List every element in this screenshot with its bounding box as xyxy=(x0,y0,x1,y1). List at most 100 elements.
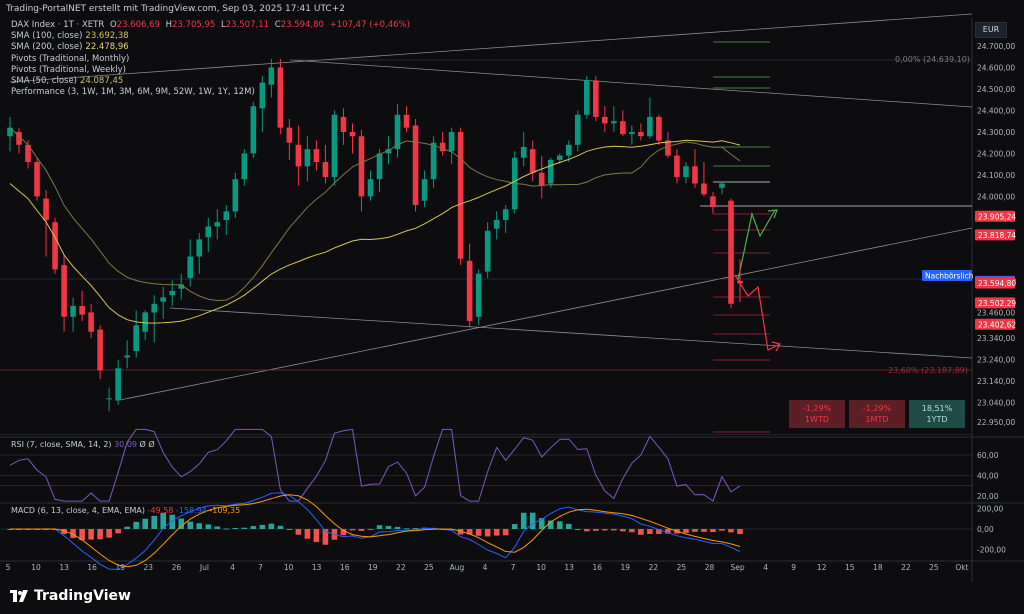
candle-body xyxy=(556,155,563,160)
price-tick-label: 23.240,00 xyxy=(977,356,1015,365)
macd-histogram-bar xyxy=(223,528,230,530)
sma200-line xyxy=(9,139,741,324)
macd-histogram-bar xyxy=(232,527,239,529)
time-tick-label: 25 xyxy=(677,563,687,572)
macd-histogram-bar xyxy=(349,529,356,531)
candle-body xyxy=(376,153,383,180)
macd-histogram-bar xyxy=(728,529,734,533)
time-tick-label: Okt xyxy=(955,563,968,572)
candle-body xyxy=(142,312,148,332)
macd-histogram-bar xyxy=(710,529,716,533)
macd-histogram-bar xyxy=(665,529,671,534)
performance-row[interactable]: Performance (3, 1W, 1M, 3M, 6M, 9M, 52W,… xyxy=(11,87,255,98)
time-tick-label: 19 xyxy=(621,563,631,572)
sma200-row[interactable]: SMA (200, close) 22.478,96 xyxy=(11,42,410,53)
candle-body xyxy=(61,265,67,317)
time-tick-label: 10 xyxy=(284,563,294,572)
candle-body xyxy=(412,125,419,205)
macd-histogram-bar xyxy=(70,529,76,539)
performance-pct: -1,29% xyxy=(862,404,892,413)
macd-histogram-bar xyxy=(737,529,743,535)
price-label-bg xyxy=(922,270,972,282)
candle-body xyxy=(520,146,527,158)
high-value: 23.705,95 xyxy=(172,20,216,30)
macd-histogram-bar xyxy=(520,512,527,529)
sma50-line xyxy=(9,127,741,302)
macd-histogram-bar xyxy=(259,524,266,529)
macd-histogram-bar xyxy=(106,529,112,538)
price-tick-label: 24.000,00 xyxy=(977,192,1015,201)
macd-histogram-bar xyxy=(295,529,302,535)
sma100-label: SMA (100, close) xyxy=(11,31,83,42)
candles-group[interactable] xyxy=(7,58,743,412)
open-label: O xyxy=(109,20,117,30)
rsi-pane[interactable]: 60,00 40,00 20,00 xyxy=(9,428,999,502)
time-tick-label: 23 xyxy=(144,563,154,572)
macd-histogram-bar xyxy=(304,529,311,539)
time-tick-label: 10 xyxy=(31,563,41,572)
candle-body xyxy=(593,80,599,117)
candle-body xyxy=(97,329,103,371)
close-label: C xyxy=(274,20,281,30)
macd-histogram-bar xyxy=(656,529,662,534)
macd-pane[interactable]: 200,00 0,00 -200,00 xyxy=(7,492,1006,570)
macd-histogram-bar xyxy=(620,529,626,532)
candle-body xyxy=(223,211,230,221)
candle-body xyxy=(701,183,707,195)
price-label-text: 23.905,24 xyxy=(978,212,1016,221)
pivots-weekly-row[interactable]: Pivots (Traditional, Weekly) xyxy=(11,64,126,75)
time-tick-label: 22 xyxy=(396,563,406,572)
macd-histogram-bar xyxy=(484,529,491,537)
rsi-tick-label: 60,00 xyxy=(977,451,999,460)
macd-histogram-bar xyxy=(556,521,563,529)
performance-period: 1YTD xyxy=(926,415,948,424)
time-tick-label: 13 xyxy=(564,563,574,572)
time-tick-label: 7 xyxy=(511,563,516,572)
price-axis[interactable]: 24.700,00 24.600,00 24.500,00 24.400,00 24.3… xyxy=(922,42,1016,427)
macd-histogram-bar xyxy=(142,518,148,529)
time-tick-label: 16 xyxy=(592,563,602,572)
candle-body xyxy=(439,142,446,152)
symbol-name[interactable]: DAX Index · 1T · XETR xyxy=(11,20,105,30)
pivots-monthly-row[interactable]: Pivots (Traditional, Monthly) xyxy=(11,53,130,64)
macd-histogram-bar xyxy=(205,524,212,529)
macd-histogram-bar xyxy=(647,529,653,534)
candle-body xyxy=(674,155,680,178)
macd-histogram-bar xyxy=(196,523,203,529)
rsi-value: 30,09 xyxy=(114,440,137,449)
candle-body xyxy=(250,106,257,154)
macd-label: MACD (6, 13, close, 4, EMA, EMA) xyxy=(11,506,146,515)
candle-body xyxy=(538,172,545,186)
red-projection-arrow xyxy=(734,274,781,351)
tradingview-logo[interactable]: TradingView xyxy=(10,588,131,604)
sma50-row[interactable]: SMA (50, close) 24.087,45 xyxy=(11,76,410,87)
rsi-line xyxy=(9,428,741,502)
macd-histogram-bar xyxy=(61,529,67,535)
macd-histogram-bar xyxy=(250,526,257,529)
currency-button[interactable]: EUR xyxy=(975,22,1007,38)
candle-body xyxy=(160,297,167,302)
candle-body xyxy=(52,222,58,270)
time-tick-label: 22 xyxy=(649,563,659,572)
sma100-row[interactable]: SMA (100, close) 23.692,38 xyxy=(11,31,410,42)
candle-body xyxy=(647,116,653,137)
time-axis[interactable]: 5 10 13 16 19 23 26 Jul 4 7 10 13 16 19 22 25 Aug 4 7 10 13 1… xyxy=(6,563,969,572)
price-label-bg xyxy=(975,210,1015,222)
macd-histogram-bar xyxy=(683,529,689,533)
candle-body xyxy=(656,116,662,141)
macd-histogram-bar xyxy=(638,529,644,535)
price-chart[interactable]: 0,00% (24.639,10) 23,60% (23.187,89) 24.7… xyxy=(0,0,1024,582)
time-tick-label: 15 xyxy=(845,563,855,572)
candle-body xyxy=(340,116,347,132)
ascending-trendline xyxy=(119,227,973,401)
macd-legend[interactable]: MACD (6, 13, close, 4, EMA, EMA) -49,58 … xyxy=(11,506,240,515)
macd-histogram-bar xyxy=(403,528,410,530)
candle-body xyxy=(286,127,293,143)
time-tick-label: 13 xyxy=(59,563,69,572)
macd-histogram-bar xyxy=(574,529,581,530)
macd-histogram-bar xyxy=(286,529,293,530)
macd-histogram-bar xyxy=(277,525,284,529)
rsi-legend[interactable]: RSI (7, close, SMA, 14, 2) 30,09 Ø Ø xyxy=(11,440,155,449)
sma50-value: 24.087,45 xyxy=(80,76,124,87)
candle-body xyxy=(115,368,121,401)
